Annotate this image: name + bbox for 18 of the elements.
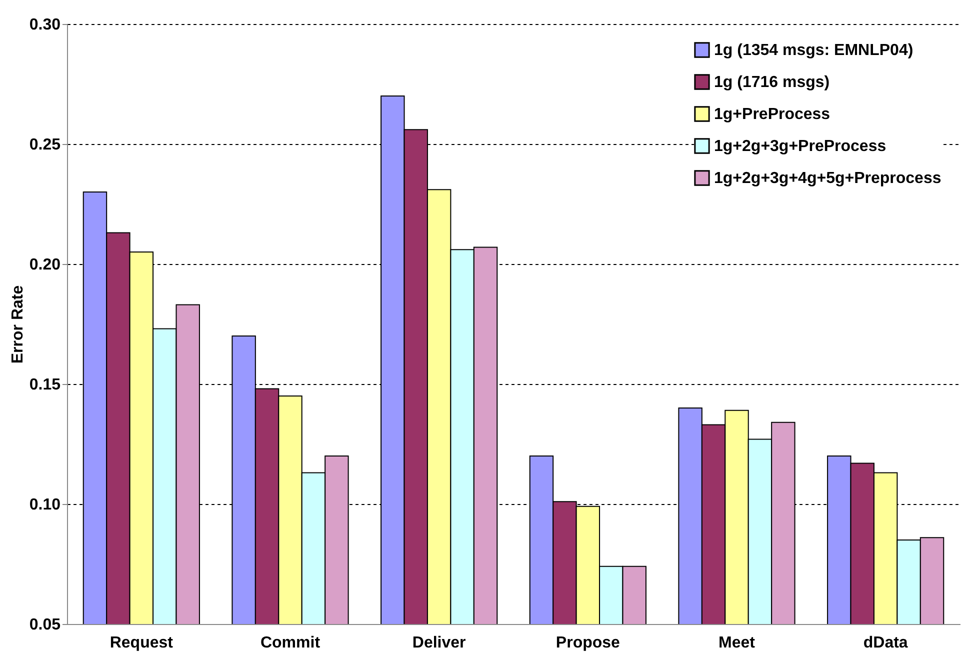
y-tick-label: 0.05 bbox=[29, 616, 61, 634]
y-tick-label: 0.25 bbox=[29, 136, 61, 154]
x-tick-label: dData bbox=[863, 634, 908, 652]
y-tick-label: 0.20 bbox=[29, 256, 61, 274]
x-tick-label: Meet bbox=[718, 634, 756, 652]
x-tick-label: Propose bbox=[556, 634, 620, 652]
y-tick-label: 0.10 bbox=[29, 496, 61, 514]
x-tick-label: Deliver bbox=[412, 634, 466, 652]
y-tick-label: 0.15 bbox=[29, 376, 61, 394]
x-tick-label: Commit bbox=[260, 634, 321, 652]
legend-label: 1g+2g+3g+PreProcess bbox=[714, 138, 886, 155]
legend-label: 1g+PreProcess bbox=[714, 106, 830, 123]
legend-label: 1g (1716 msgs) bbox=[714, 74, 830, 91]
x-tick-label: Request bbox=[110, 634, 174, 652]
y-axis-title: Error Rate bbox=[9, 285, 26, 364]
legend-label: 1g (1354 msgs: EMNLP04) bbox=[714, 42, 914, 59]
y-tick-label: 0.30 bbox=[29, 16, 61, 34]
legend-label: 1g+2g+3g+4g+5g+Preprocess bbox=[714, 170, 942, 187]
